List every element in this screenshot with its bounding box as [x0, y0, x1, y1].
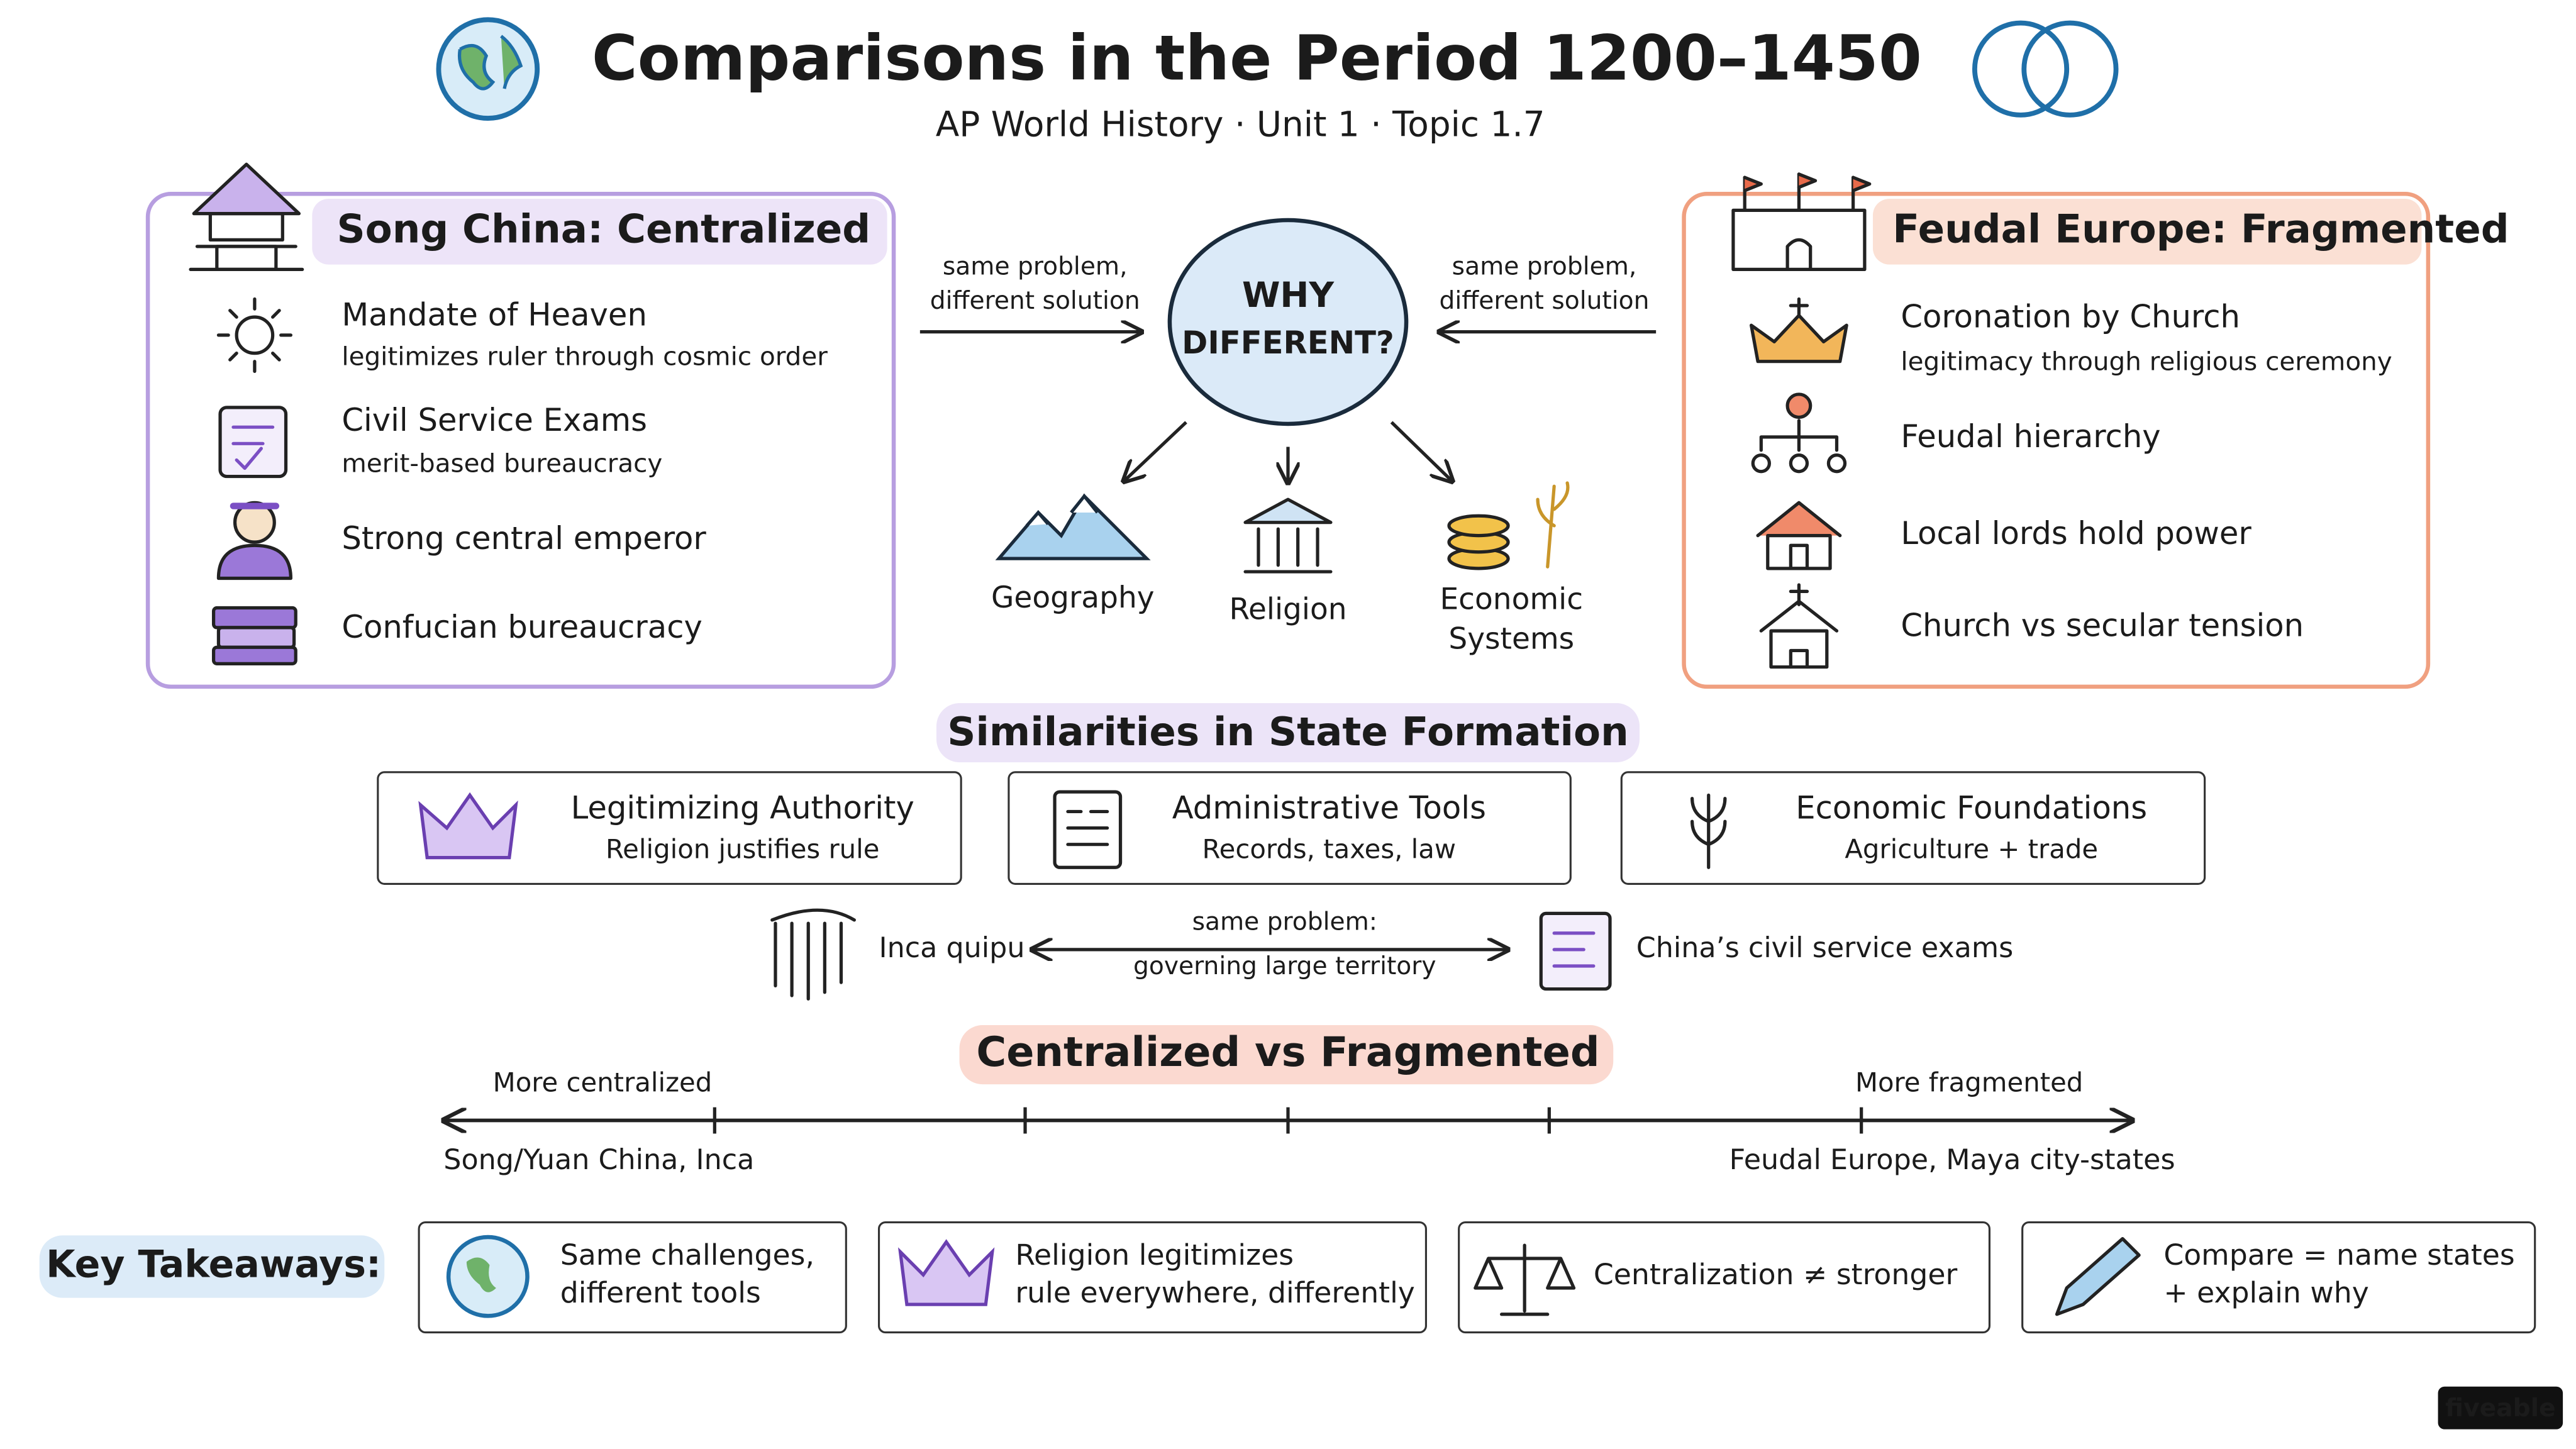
panel-title: Song China: Centralized	[337, 206, 871, 252]
note: different solution	[930, 287, 1140, 315]
card-title: Legitimizing Authority	[571, 789, 914, 826]
factor-label: Economic	[1440, 582, 1583, 617]
note: different solution	[1440, 287, 1650, 315]
takeaway-text: Religion legitimizes	[1015, 1238, 1294, 1272]
factor-label: Geography	[991, 580, 1155, 615]
comparison-note: same problem:	[1192, 908, 1377, 936]
takeaway-text: + explain why	[2163, 1276, 2368, 1309]
takeaway-text: Compare = name states	[2163, 1238, 2514, 1272]
card-desc: Religion justifies rule	[606, 834, 879, 865]
panel-title: Feudal Europe: Fragmented	[1892, 206, 2509, 252]
item-desc: legitimizes ruler through cosmic order	[341, 341, 828, 371]
spectrum-example: Feudal Europe, Maya city-states	[1729, 1144, 2175, 1176]
title: Comparisons in the Period 1200–1450	[592, 23, 1922, 95]
factor-label: Religion	[1229, 592, 1346, 626]
factor-label: Systems	[1448, 621, 1574, 656]
spectrum-example: Song/Yuan China, Inca	[443, 1144, 754, 1176]
takeaway-text: Centralization ≠ stronger	[1594, 1258, 1958, 1291]
comparison-right: China’s civil service exams	[1636, 932, 2013, 964]
item-title: Strong central emperor	[341, 520, 706, 557]
takeaway-text: different tools	[560, 1276, 761, 1309]
spectrum-label: More fragmented	[1855, 1067, 2083, 1098]
takeaways-label: Key Takeaways:	[46, 1243, 381, 1287]
subtitle: AP World History · Unit 1 · Topic 1.7	[936, 104, 1545, 144]
decor	[39, 17, 2563, 1430]
note: same problem,	[943, 252, 1128, 280]
item-title: Mandate of Heaven	[341, 297, 647, 333]
section-title: Centralized vs Fragmented	[976, 1028, 1599, 1076]
item-title: Coronation by Church	[1901, 298, 2240, 335]
item-title: Civil Service Exams	[341, 402, 647, 438]
item-desc: legitimacy through religious ceremony	[1901, 346, 2392, 376]
question: WHY	[1242, 275, 1335, 315]
card-title: Administrative Tools	[1172, 789, 1486, 826]
item-title: Feudal hierarchy	[1901, 418, 2160, 455]
section-title: Similarities in State Formation	[947, 709, 1628, 755]
item-title: Local lords hold power	[1901, 515, 2251, 552]
item-title: Confucian bureaucracy	[341, 609, 702, 645]
takeaway-text: Same challenges,	[560, 1238, 814, 1272]
comparison-left: Inca quipu	[879, 932, 1025, 964]
item-title: Church vs secular tension	[1901, 607, 2304, 643]
card-desc: Agriculture + trade	[1845, 834, 2098, 865]
brand: fiveable	[2445, 1394, 2556, 1423]
item-desc: merit-based bureaucracy	[341, 448, 662, 478]
takeaway-text: rule everywhere, differently	[1015, 1276, 1414, 1309]
comparison-note: governing large territory	[1133, 952, 1436, 980]
question: DIFFERENT?	[1182, 325, 1394, 361]
card-title: Economic Foundations	[1796, 789, 2147, 826]
card-desc: Records, taxes, law	[1202, 834, 1457, 865]
note: same problem,	[1452, 252, 1637, 280]
spectrum-label: More centralized	[493, 1067, 713, 1098]
